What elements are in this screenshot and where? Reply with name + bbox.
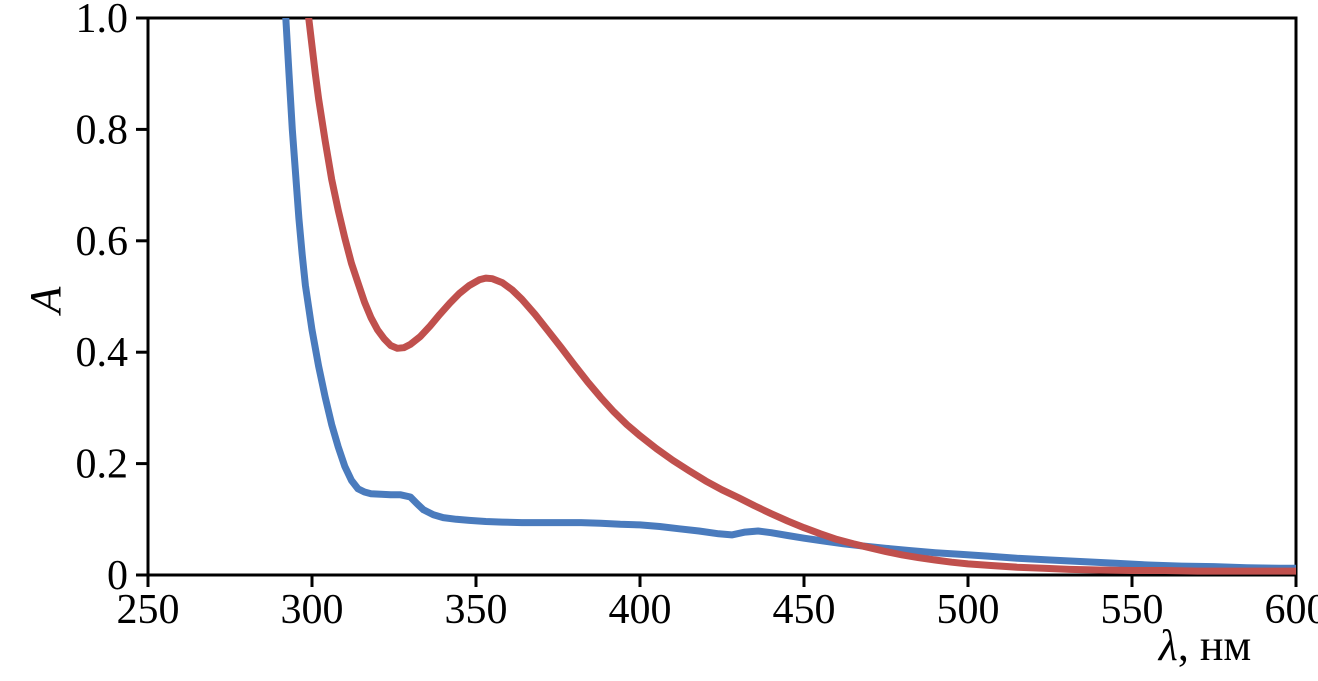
x-tick-label: 600 <box>1265 587 1318 633</box>
x-axis-label-lambda: λ <box>1157 621 1178 670</box>
x-axis-label-unit: , нм <box>1178 621 1251 670</box>
x-tick-label: 500 <box>937 587 1000 633</box>
x-tick-label: 450 <box>773 587 836 633</box>
y-tick-label: 0.6 <box>76 219 129 265</box>
x-tick-label: 300 <box>281 587 344 633</box>
x-tick-label: 550 <box>1101 587 1164 633</box>
x-tick-label: 400 <box>609 587 672 633</box>
y-axis-tick-labels: 0 0.2 0.4 0.6 0.8 1.0 <box>76 0 129 599</box>
y-axis-label: A <box>21 285 70 316</box>
y-tick-label: 0.8 <box>76 107 129 153</box>
y-tick-label: 0.2 <box>76 442 129 488</box>
x-axis-label: λ, нм <box>1157 621 1251 670</box>
chart-series <box>283 0 1297 571</box>
x-tick-label: 350 <box>445 587 508 633</box>
x-axis-ticks <box>148 575 1296 587</box>
series-red-line <box>305 0 1296 571</box>
y-tick-label: 0.4 <box>76 330 129 376</box>
series-blue-line <box>283 0 1297 568</box>
y-tick-label: 1.0 <box>76 0 129 42</box>
y-tick-label: 0 <box>107 553 128 599</box>
y-axis-ticks <box>136 18 148 575</box>
